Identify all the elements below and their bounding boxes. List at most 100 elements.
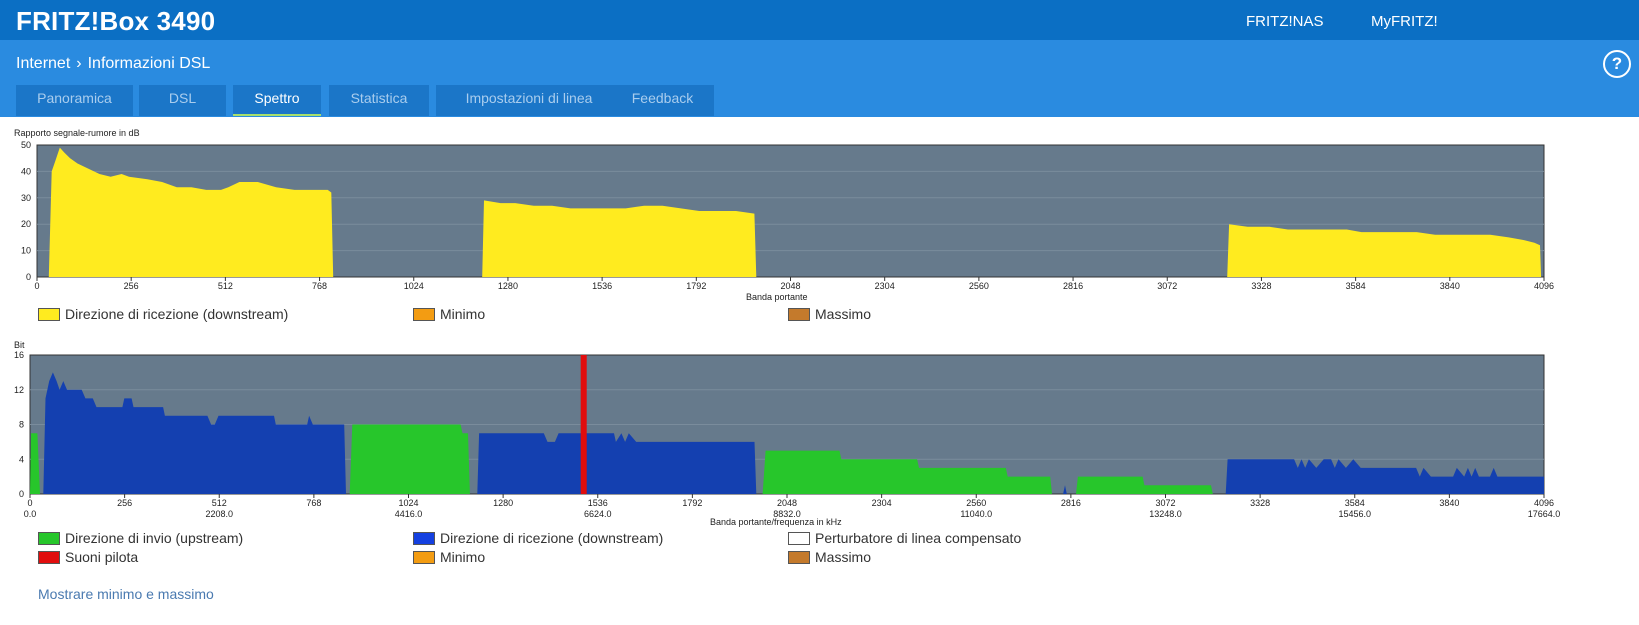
freq-tick-label: 8832.0 [773,509,801,519]
myfritz-link[interactable]: MyFRITZ! [1371,13,1438,30]
snr-chart-svg: 0 10 20 30 40 50 0 256 512 768 1024 1280 1536 1792 204… [21,140,1554,291]
x-tick-label: 1536 [588,498,608,508]
top-bar: FRITZ!Box 3490 FRITZ!NAS MyFRITZ! [0,0,1639,40]
bits-chart-svg: 0 4 8 12 16 0 256 512 768 1024 1280 1536 1792 2048 230… [14,350,1561,519]
brand-title[interactable]: FRITZ!Box 3490 [16,6,216,36]
snr-chart-title: Rapporto segnale-rumore in dB [14,128,140,138]
tab-dsl[interactable]: DSL [139,85,226,116]
y-tick-label: 0 [19,489,24,499]
series-area-upstream_bits [30,433,40,494]
x-tick-label: 4096 [1534,498,1554,508]
legend-swatch [38,531,60,545]
show-min-max-link[interactable]: Mostrare minimo e massimo [38,586,214,602]
tab-impostazioni-di-linea[interactable]: Impostazioni di linea [436,85,622,116]
snr-chart: Rapporto segnale-rumore in dB 0 10 20 30 40 5… [0,117,1639,327]
help-icon[interactable]: ? [1603,50,1631,78]
legend-bits-pilot: Suoni pilota [38,549,138,565]
x-tick-label: 3328 [1251,281,1271,291]
snr-x-axis-label: Banda portante [746,292,808,302]
x-tick-label: 1792 [686,281,706,291]
y-tick-label: 30 [21,193,31,203]
x-tick-label: 1536 [592,281,612,291]
breadcrumb-parent[interactable]: Internet [16,55,71,72]
freq-tick-label: 15456.0 [1338,509,1371,519]
x-tick-label: 2304 [875,281,895,291]
pilot-tone-bar [580,355,587,494]
x-tick-label: 0 [27,498,32,508]
x-tick-label: 1024 [404,281,424,291]
series-area-downstream_bits [477,433,757,494]
y-tick-label: 50 [21,140,31,150]
bits-x-axis-label: Banda portante/frequenza in kHz [710,517,842,527]
freq-tick-label: 13248.0 [1149,509,1182,519]
tab-statistica[interactable]: Statistica [329,85,429,116]
legend-swatch [413,531,435,545]
legend-snr-downstream: Direzione di ricezione (downstream) [38,306,288,322]
legend-bits-massimo: Massimo [788,549,871,565]
legend-bits-upstream: Direzione di invio (upstream) [38,530,243,546]
series-area-downstream_bits [43,372,347,494]
y-tick-label: 4 [19,454,24,464]
bits-chart-title: Bit [14,340,25,350]
tab-panoramica[interactable]: Panoramica [16,85,133,116]
legend-label: Massimo [815,306,872,322]
breadcrumb-current: Informazioni DSL [87,55,211,72]
series-area-downstream_bits [1225,459,1544,494]
legend-label: Minimo [440,549,486,565]
freq-tick-label: 17664.0 [1528,509,1561,519]
x-tick-label: 0 [34,281,39,291]
series-area-upstream_bits [762,450,1213,494]
legend-label: Direzione di ricezione (downstream) [440,530,664,546]
fritznas-link[interactable]: FRITZ!NAS [1246,13,1324,30]
x-tick-label: 3584 [1345,498,1365,508]
x-tick-label: 3584 [1346,281,1366,291]
series-area-upstream_bits [349,424,470,494]
freq-tick-label: 0.0 [24,509,37,519]
y-tick-label: 40 [21,166,31,176]
series-area-downstream_snr [48,147,1542,277]
freq-tick-label: 4416.0 [395,509,423,519]
x-tick-label: 768 [312,281,327,291]
x-tick-label: 1792 [682,498,702,508]
legend-bits-minimo: Minimo [413,549,485,565]
x-tick-label: 2048 [780,281,800,291]
x-tick-label: 3840 [1440,281,1460,291]
legend-snr-massimo: Massimo [788,306,871,322]
y-tick-label: 10 [21,246,31,256]
legend-swatch [788,550,810,564]
freq-tick-label: 6624.0 [584,509,612,519]
x-tick-label: 2816 [1063,281,1083,291]
chevron-right-icon: › [76,55,82,72]
freq-tick-label: 11040.0 [960,509,992,519]
x-tick-label: 3072 [1155,498,1175,508]
y-tick-label: 8 [19,420,24,430]
x-tick-label: 1280 [493,498,513,508]
sub-bar: Internet › Informazioni DSL ? Panoramica… [0,40,1639,117]
tab-spettro[interactable]: Spettro [233,85,321,116]
breadcrumb: Internet › Informazioni DSL [16,55,210,73]
legend-label: Perturbatore di linea compensato [815,530,1022,546]
freq-tick-label: 2208.0 [205,509,233,519]
x-tick-label: 2816 [1061,498,1081,508]
legend-swatch [38,307,60,321]
y-tick-label: 20 [21,219,31,229]
x-tick-label: 512 [218,281,233,291]
tab-feedback[interactable]: Feedback [611,85,714,116]
x-tick-label: 1024 [398,498,418,508]
legend-swatch [788,531,810,545]
x-tick-label: 256 [117,498,132,508]
x-tick-label: 2048 [777,498,797,508]
y-tick-label: 0 [26,272,31,282]
x-tick-label: 2560 [966,498,986,508]
y-tick-label: 12 [14,385,24,395]
x-tick-label: 2304 [872,498,892,508]
legend-swatch [413,550,435,564]
legend-swatch [788,307,810,321]
bits-chart: Bit 0 4 8 12 16 0 256 512 768 1024 1280 1536 1792 204… [0,335,1639,570]
x-tick-label: 512 [212,498,227,508]
y-tick-label: 16 [14,350,24,360]
legend-label: Suoni pilota [65,549,139,565]
x-tick-label: 3840 [1439,498,1459,508]
x-tick-label: 2560 [969,281,989,291]
legend-bits-downstream: Direzione di ricezione (downstream) [413,530,663,546]
